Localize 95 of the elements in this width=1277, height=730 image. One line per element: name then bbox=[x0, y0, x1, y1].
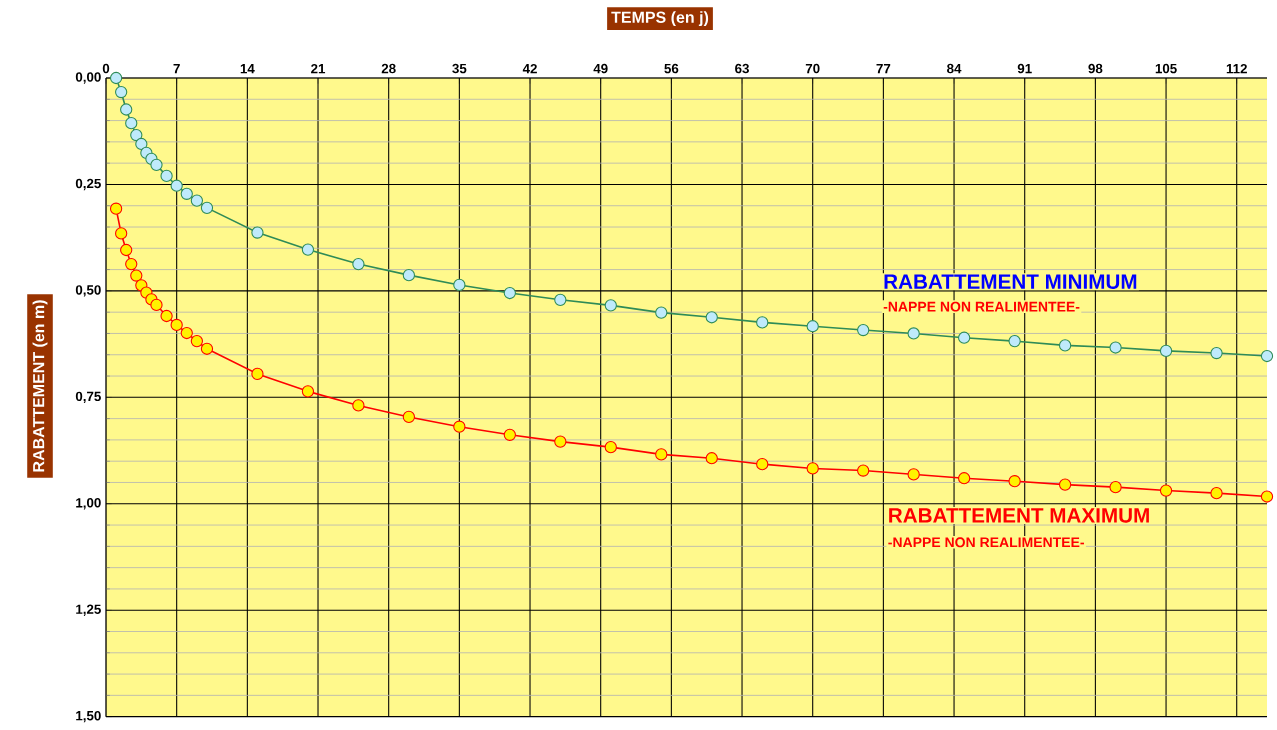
point bbox=[806, 320, 819, 333]
point bbox=[705, 311, 718, 324]
point bbox=[1260, 349, 1274, 363]
x-tick-label: 42 bbox=[522, 63, 537, 74]
annotation: -NAPPE NON REALIMENTEE- bbox=[883, 301, 1080, 312]
point bbox=[1210, 346, 1223, 360]
point bbox=[453, 278, 466, 292]
point bbox=[115, 227, 128, 240]
point bbox=[907, 468, 920, 481]
point bbox=[352, 399, 365, 412]
point bbox=[604, 299, 617, 312]
point bbox=[503, 286, 516, 300]
point bbox=[200, 201, 214, 214]
x-tick-label: 63 bbox=[735, 63, 749, 74]
point bbox=[190, 194, 204, 207]
y-axis-title: RABATTEMENT (en m) bbox=[32, 300, 48, 472]
point bbox=[1008, 334, 1021, 348]
y-tick-label: 0,75 bbox=[75, 391, 101, 404]
point bbox=[150, 158, 163, 171]
x-tick-label: 7 bbox=[173, 64, 180, 74]
point bbox=[135, 137, 148, 151]
point bbox=[604, 441, 617, 454]
point bbox=[130, 128, 143, 142]
x-axis-title: TEMPS (en j) bbox=[611, 11, 709, 27]
point bbox=[160, 309, 173, 323]
point bbox=[1109, 481, 1122, 494]
point bbox=[109, 71, 123, 85]
x-tick-label: 21 bbox=[311, 63, 326, 74]
x-tick-label: 49 bbox=[593, 63, 608, 74]
point bbox=[1058, 478, 1072, 491]
x-tick-label: 56 bbox=[664, 63, 679, 74]
series-label: RABATTEMENT MINIMUM bbox=[884, 274, 1137, 289]
point bbox=[655, 306, 668, 319]
point bbox=[1210, 486, 1223, 500]
point bbox=[1159, 484, 1173, 497]
series-label: RABATTEMENT MAXIMUM bbox=[889, 508, 1149, 523]
point bbox=[756, 316, 769, 329]
x-tick-label: 98 bbox=[1088, 63, 1103, 74]
point bbox=[857, 323, 870, 337]
point bbox=[857, 464, 870, 477]
y-tick-label: 1,50 bbox=[76, 710, 101, 723]
x-tick-label: 105 bbox=[1155, 63, 1177, 74]
point bbox=[301, 385, 315, 398]
point bbox=[402, 268, 416, 282]
x-tick-label: 112 bbox=[1226, 63, 1247, 74]
y-tick-label: 0,00 bbox=[75, 72, 101, 84]
y-tick-label: 0,25 bbox=[75, 178, 101, 191]
point bbox=[130, 269, 143, 282]
annotation: -NAPPE NON REALIMENTEE- bbox=[888, 537, 1084, 548]
point bbox=[958, 472, 971, 485]
point bbox=[170, 179, 183, 192]
point bbox=[1008, 475, 1021, 488]
point bbox=[251, 226, 264, 239]
point bbox=[120, 103, 133, 116]
x-tick-label: 28 bbox=[381, 63, 396, 74]
point bbox=[190, 334, 204, 348]
point bbox=[756, 458, 769, 471]
point bbox=[200, 342, 214, 355]
point bbox=[109, 202, 123, 215]
point bbox=[554, 435, 567, 448]
y-tick-label: 1,00 bbox=[76, 498, 101, 510]
point bbox=[150, 298, 163, 312]
point bbox=[655, 448, 668, 461]
point bbox=[115, 85, 128, 99]
x-tick-label: 77 bbox=[876, 64, 891, 74]
point bbox=[180, 187, 193, 200]
point bbox=[402, 410, 416, 424]
x-tick-label: 91 bbox=[1017, 63, 1032, 74]
x-tick-label: 35 bbox=[452, 63, 467, 74]
point bbox=[180, 326, 193, 340]
x-tick-label: 84 bbox=[947, 63, 962, 74]
point bbox=[705, 452, 718, 465]
point bbox=[554, 293, 567, 306]
point bbox=[352, 257, 365, 271]
y-tick-label: 1,25 bbox=[76, 604, 101, 616]
point bbox=[503, 428, 516, 441]
point bbox=[453, 420, 466, 433]
x-tick-label: 14 bbox=[240, 64, 255, 74]
point bbox=[806, 462, 819, 475]
point bbox=[1260, 490, 1274, 503]
point bbox=[170, 318, 183, 332]
point bbox=[1109, 341, 1122, 354]
point bbox=[1058, 339, 1072, 352]
point bbox=[301, 243, 315, 256]
x-tick-label: 70 bbox=[805, 63, 820, 74]
point bbox=[125, 257, 138, 271]
point bbox=[125, 116, 138, 130]
point bbox=[1159, 344, 1173, 358]
point bbox=[907, 327, 920, 340]
point bbox=[120, 243, 133, 257]
y-tick-label: 0,50 bbox=[75, 285, 101, 297]
point bbox=[160, 169, 173, 183]
x-tick-label: 0 bbox=[102, 63, 110, 74]
point bbox=[251, 367, 264, 381]
point bbox=[958, 331, 971, 344]
